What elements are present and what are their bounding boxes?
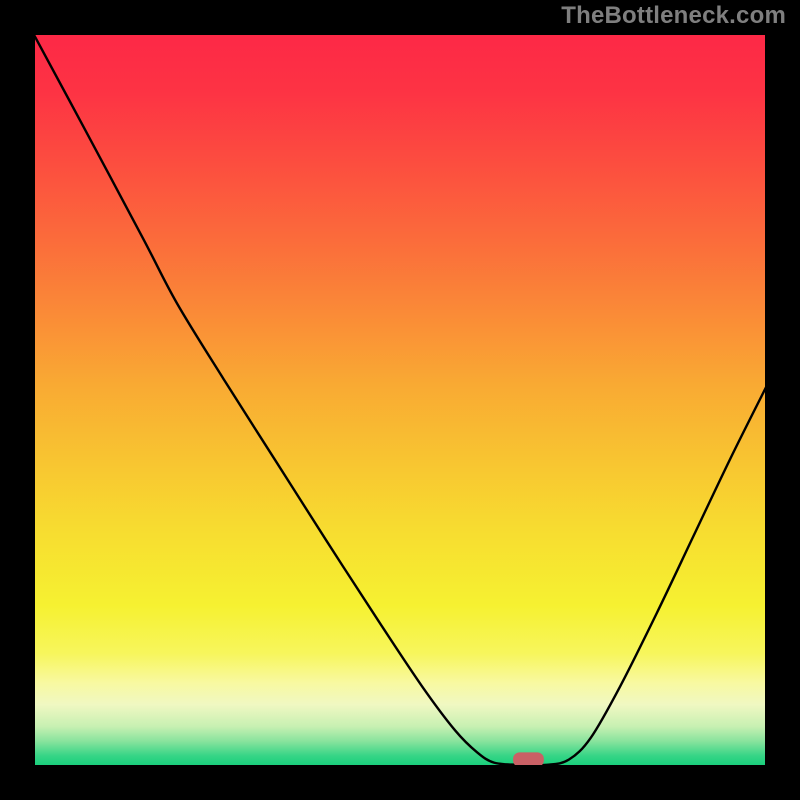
- watermark-text: TheBottleneck.com: [561, 2, 786, 30]
- stage: TheBottleneck.com: [0, 0, 800, 800]
- plot-svg: [33, 33, 767, 767]
- optimal-marker: [513, 752, 544, 767]
- plot-background: [33, 33, 767, 767]
- bottleneck-plot: [33, 33, 767, 767]
